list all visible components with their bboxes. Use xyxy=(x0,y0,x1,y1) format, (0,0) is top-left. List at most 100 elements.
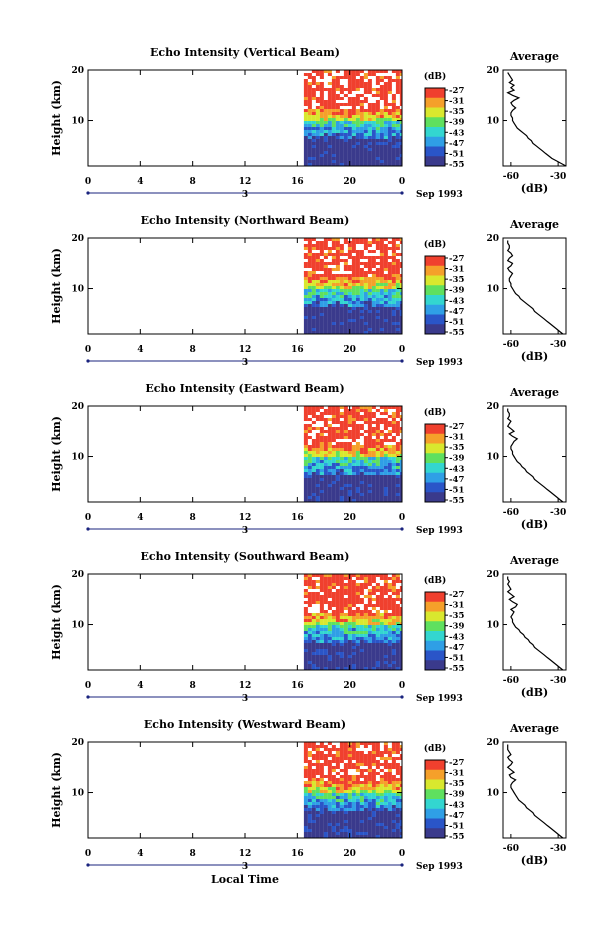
heatmap-cell xyxy=(359,835,364,838)
heatmap-cell xyxy=(343,592,348,595)
heatmap-cell xyxy=(387,439,392,442)
heatmap-cell xyxy=(347,130,352,133)
heatmap-cell xyxy=(331,286,336,289)
heatmap-cell xyxy=(399,769,402,772)
heatmap-cell xyxy=(355,328,360,331)
heatmap-cell xyxy=(347,598,352,601)
heatmap-cell xyxy=(391,499,396,502)
heatmap-cell xyxy=(323,298,328,301)
heatmap-cell xyxy=(319,406,324,409)
heatmap-cell xyxy=(399,778,402,781)
heatmap-cell xyxy=(339,142,344,145)
heatmap-cell xyxy=(331,658,336,661)
heatmap-cell xyxy=(391,628,396,631)
heatmap-cell xyxy=(327,409,332,412)
heatmap-cell xyxy=(375,145,380,148)
heatmap-cell xyxy=(319,133,324,136)
heatmap-cell xyxy=(339,445,344,448)
heatmap-cell xyxy=(383,658,388,661)
heatmap-cell xyxy=(395,490,400,493)
heatmap-cell xyxy=(307,82,312,85)
heatmap-cell xyxy=(319,826,324,829)
heatmap-cell xyxy=(323,142,328,145)
heatmap-cell xyxy=(315,142,320,145)
heatmap-cell xyxy=(359,775,364,778)
heatmap-cell xyxy=(311,466,316,469)
heatmap-cell xyxy=(387,430,392,433)
heatmap-cell xyxy=(315,490,320,493)
heatmap-cell xyxy=(379,157,384,160)
heatmap-cell xyxy=(387,319,392,322)
heatmap-cell xyxy=(311,829,316,832)
heatmap-cell xyxy=(399,79,402,82)
x-tick-label: 0 xyxy=(85,177,91,187)
heatmap-cell xyxy=(307,811,312,814)
heatmap-cell xyxy=(379,463,384,466)
heatmap-cell xyxy=(307,292,312,295)
heatmap-cell xyxy=(355,454,360,457)
heatmap-cell xyxy=(355,643,360,646)
heatmap-cell xyxy=(331,811,336,814)
heatmap-cell xyxy=(351,328,356,331)
heatmap-cell xyxy=(359,115,364,118)
heatmap-cell xyxy=(311,310,316,313)
heatmap-cell xyxy=(375,469,380,472)
heatmap-cell xyxy=(371,250,376,253)
heatmap-cell xyxy=(399,103,402,106)
heatmap-cell xyxy=(343,136,348,139)
heatmap-cell xyxy=(347,658,352,661)
heatmap-cell xyxy=(367,751,372,754)
heatmap-cell xyxy=(395,259,400,262)
heatmap-cell xyxy=(327,766,332,769)
colorbar-frame xyxy=(424,591,446,671)
heatmap-cell xyxy=(371,472,376,475)
heatmap-cell xyxy=(359,415,364,418)
heatmap-cell xyxy=(395,826,400,829)
heatmap-cell xyxy=(347,796,352,799)
heatmap-cell xyxy=(371,622,376,625)
heatmap-cell xyxy=(315,799,320,802)
heatmap-cell xyxy=(363,757,368,760)
heatmap-cell xyxy=(391,421,396,424)
heatmap-cell xyxy=(363,109,368,112)
heatmap-cell xyxy=(319,754,324,757)
heatmap-cell xyxy=(327,775,332,778)
heatmap-cell xyxy=(383,592,388,595)
heatmap-cell xyxy=(379,475,384,478)
heatmap-cell xyxy=(375,109,380,112)
heatmap-cell xyxy=(331,760,336,763)
heatmap-cell xyxy=(343,664,348,667)
heatmap-cell xyxy=(331,799,336,802)
heatmap-cell xyxy=(399,487,402,490)
heatmap-cell xyxy=(343,157,348,160)
heatmap-cell xyxy=(359,586,364,589)
average-x-label: (dB) xyxy=(521,518,548,531)
heatmap-cell xyxy=(387,112,392,115)
heatmap-cell xyxy=(347,292,352,295)
colorbar-segment xyxy=(425,472,445,483)
heatmap-cell xyxy=(367,829,372,832)
heatmap-cell xyxy=(391,613,396,616)
heatmap-cell xyxy=(347,619,352,622)
heatmap-cell xyxy=(371,238,376,241)
heatmap-cell xyxy=(379,466,384,469)
heatmap-cell xyxy=(339,574,344,577)
heatmap-cell xyxy=(355,802,360,805)
heatmap-cell xyxy=(307,412,312,415)
heatmap-cell xyxy=(363,439,368,442)
heatmap-cell xyxy=(315,265,320,268)
heatmap-cell xyxy=(367,256,372,259)
average-title: Average xyxy=(509,722,559,735)
heatmap-cell xyxy=(311,406,316,409)
heatmap-cell xyxy=(311,481,316,484)
heatmap-cell xyxy=(347,448,352,451)
heatmap-cell xyxy=(331,289,336,292)
heatmap-cell xyxy=(383,313,388,316)
heatmap-cell xyxy=(343,325,348,328)
heatmap-cell xyxy=(379,601,384,604)
heatmap-cell xyxy=(339,751,344,754)
heatmap-cell xyxy=(307,262,312,265)
heatmap-cell xyxy=(359,625,364,628)
heatmap-cell xyxy=(319,280,324,283)
heatmap-cell xyxy=(351,817,356,820)
